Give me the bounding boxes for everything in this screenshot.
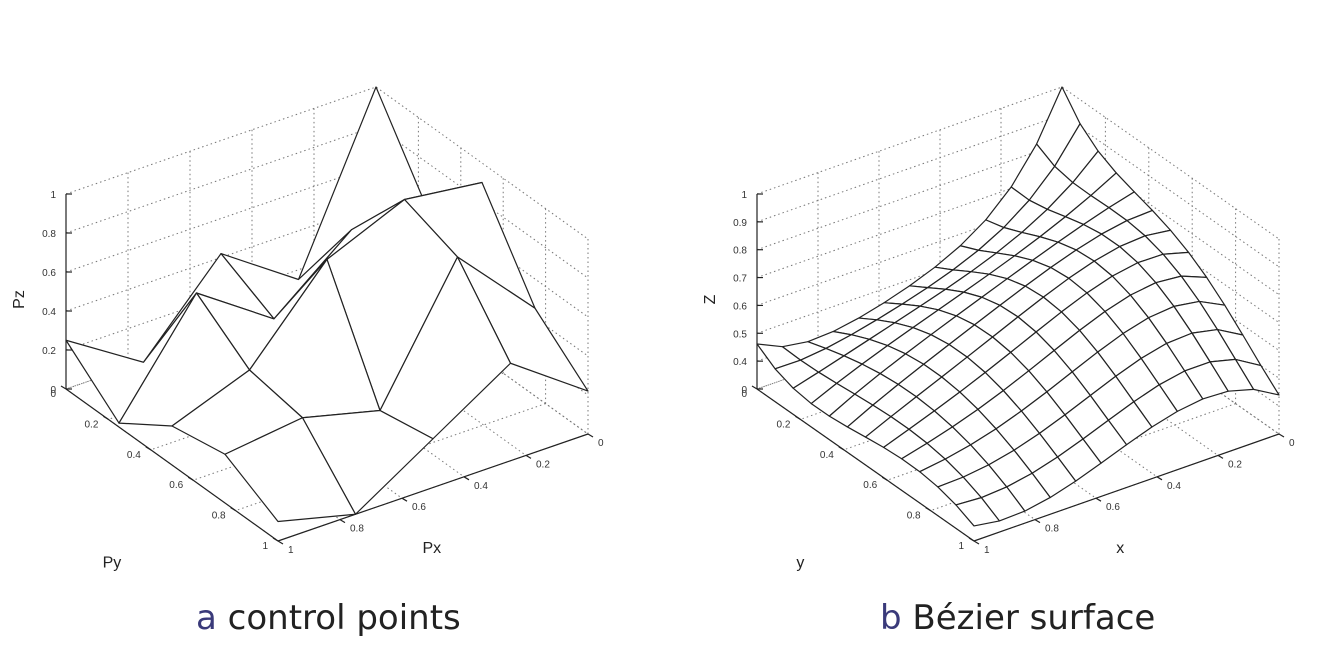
- floor-grid-line: [1061, 281, 1280, 435]
- y-tick-label: 0.8: [907, 511, 921, 522]
- y-tick-mark: [751, 385, 758, 390]
- x-tick-mark: [339, 519, 346, 524]
- y-tick-label: 0.2: [84, 419, 98, 430]
- x-tick-mark: [1217, 454, 1224, 459]
- y-tick-mark: [968, 537, 975, 542]
- z-tick-label: 0.7: [733, 274, 747, 285]
- z-tick-label: 0.8: [733, 246, 747, 257]
- z-axis-label: Pz: [11, 290, 28, 309]
- x-tick-mark: [1278, 433, 1285, 438]
- y-tick-mark: [145, 446, 152, 451]
- x-tick-mark: [587, 433, 594, 438]
- x-tick-label: 0.8: [1045, 524, 1059, 535]
- panel-bezier-surface: 0 0.4 0.5 0.6 0.7 0.8 0.9 1 0 0.2 0.4 0.6 0.8 1 0 0.2 0.…: [662, 0, 1324, 656]
- z-tick-label: 0.4: [733, 357, 747, 368]
- bezier-surface-plot: 0 0.4 0.5 0.6 0.7 0.8 0.9 1 0 0.2 0.4 0.6 0.8 1 0 0.2 0.…: [702, 86, 1295, 572]
- x-tick-mark: [277, 540, 284, 545]
- y-axis-label: Py: [103, 555, 122, 572]
- wall-grid-line: [65, 125, 589, 279]
- y-tick-label: 0.8: [212, 511, 226, 522]
- y-axis-label: y: [796, 555, 804, 572]
- y-tick-mark: [795, 415, 801, 420]
- panel-control-points: 0 0.2 0.4 0.6 0.8 1 0 0.2 0.4 0.6 0.8 1 0 0.2 0.4 0.6 0.…: [11, 86, 604, 572]
- y-tick-label: 0.6: [169, 480, 183, 491]
- wall-grid-line: [65, 242, 589, 396]
- y-tick-mark: [925, 507, 931, 512]
- x-tick-label: 1: [288, 545, 294, 556]
- x-tick-label: 0.8: [350, 524, 364, 535]
- x-tick-label: 0.2: [536, 459, 550, 470]
- floor-grid-line: [251, 324, 465, 478]
- y-tick-mark: [272, 537, 279, 542]
- z-tick-label: 0.6: [733, 301, 747, 312]
- x-tick-label: 0: [598, 438, 604, 449]
- y-tick-label: 0.2: [776, 419, 790, 430]
- caption-text: control points: [227, 598, 461, 638]
- x-tick-label: 0.4: [1167, 481, 1181, 492]
- x-tick-mark: [1095, 497, 1102, 502]
- floor-grid-line: [313, 302, 527, 456]
- y-tick-mark: [881, 476, 888, 481]
- y-tick-mark: [838, 446, 845, 451]
- x-tick-mark: [463, 476, 470, 481]
- wall-grid-line: [756, 142, 1280, 296]
- y-axis-line: [756, 388, 975, 542]
- y-tick-mark: [187, 476, 194, 481]
- y-tick-label: 0: [50, 389, 56, 400]
- y-tick-mark: [230, 507, 236, 512]
- x-axis-label: x: [1116, 540, 1124, 557]
- z-tick-label: 1: [50, 190, 56, 201]
- x-tick-label: 0.2: [1228, 459, 1242, 470]
- wall-grid-line: [756, 114, 1280, 268]
- z-axis-label: Z: [702, 294, 719, 304]
- caption-letter: b: [880, 598, 902, 638]
- x-tick-label: 0.6: [412, 502, 426, 513]
- caption-a: a control points: [196, 598, 461, 638]
- x-tick-label: 0.4: [474, 481, 488, 492]
- y-tick-label: 1: [262, 541, 268, 552]
- z-tick-label: 0.8: [42, 229, 56, 240]
- x-tick-mark: [1034, 519, 1041, 524]
- x-tick-label: 1: [984, 545, 990, 556]
- y-tick-label: 1: [958, 541, 964, 552]
- wall-grid-line: [65, 86, 589, 240]
- floor-grid-line: [1000, 302, 1219, 456]
- x-tick-mark: [973, 540, 980, 545]
- floor-grid-line: [939, 324, 1158, 478]
- surface-patch: [955, 497, 1001, 527]
- control-points-plot: 0 0.2 0.4 0.6 0.8 1 0 0.2 0.4 0.6 0.8 1 0 0.2 0.4 0.6 0.…: [11, 86, 604, 572]
- z-tick-label: 0.9: [733, 218, 747, 229]
- x-axis-line: [277, 433, 589, 542]
- z-tick-label: 0.4: [42, 307, 56, 318]
- floor-grid-line: [235, 403, 546, 512]
- x-axis-label: Px: [423, 540, 442, 557]
- y-tick-label: 0.4: [820, 450, 834, 461]
- z-tick-label: 0: [50, 385, 56, 396]
- caption-b: b Bézier surface: [880, 598, 1155, 638]
- y-axis-line: [65, 388, 279, 542]
- caption-text: Bézier surface: [912, 598, 1156, 638]
- x-tick-mark: [1156, 476, 1163, 481]
- z-tick-label: 0.2: [42, 346, 56, 357]
- y-tick-label: 0.4: [127, 450, 141, 461]
- z-tick-label: 0.6: [42, 268, 56, 279]
- wall-grid-line: [756, 86, 1280, 240]
- y-tick-label: 0.6: [863, 480, 877, 491]
- x-tick-mark: [401, 497, 408, 502]
- caption-letter: a: [196, 598, 217, 638]
- y-tick-mark: [103, 415, 109, 420]
- x-tick-label: 0: [1289, 438, 1295, 449]
- z-tick-label: 0: [741, 385, 747, 396]
- y-tick-mark: [60, 385, 67, 390]
- x-tick-label: 0.6: [1106, 502, 1120, 513]
- wall-grid-line: [65, 164, 589, 318]
- wall-grid-line: [756, 170, 1280, 323]
- z-tick-label: 0.5: [733, 329, 747, 340]
- x-tick-mark: [525, 454, 532, 459]
- x-axis-line: [973, 433, 1280, 542]
- wall-grid-line: [65, 203, 589, 357]
- z-tick-label: 1: [741, 190, 747, 201]
- surface-patch: [224, 417, 357, 523]
- y-tick-label: 0: [741, 389, 747, 400]
